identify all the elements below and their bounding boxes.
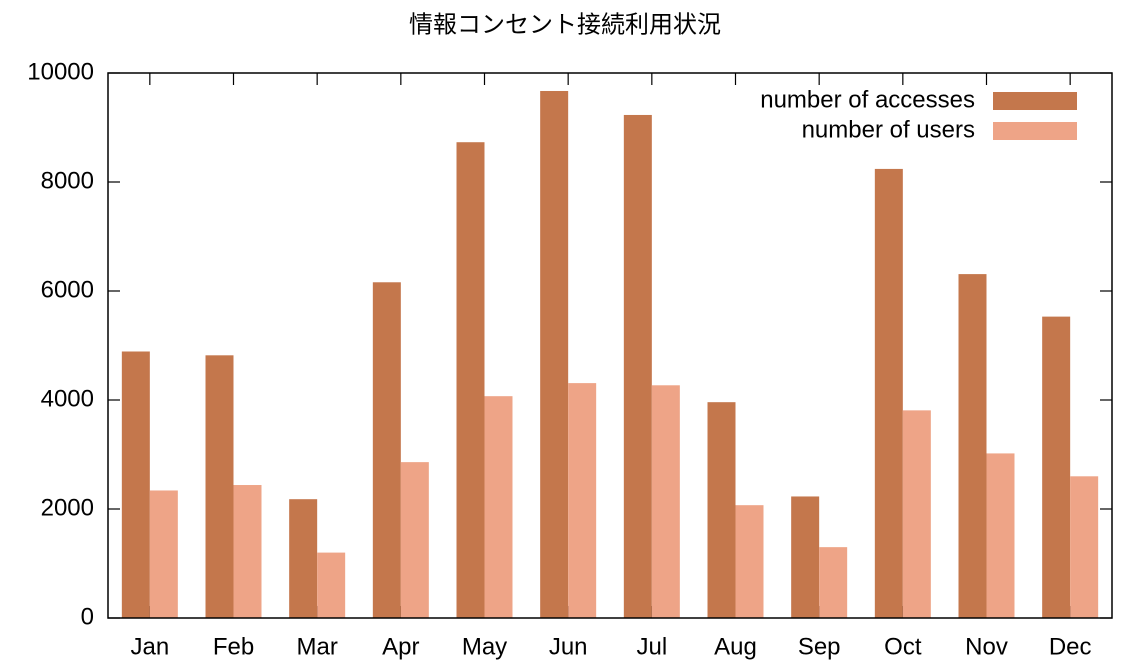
x-tick-label: Mar (296, 633, 337, 660)
bar (651, 385, 680, 618)
bar (1042, 316, 1071, 618)
bar (902, 410, 931, 618)
legend-label: number of accesses (760, 86, 975, 113)
x-tick-label: Jun (549, 633, 588, 660)
chart-title: 情報コンセント接続利用状況 (409, 11, 721, 38)
bar (735, 505, 764, 618)
bar (986, 453, 1015, 618)
x-tick-label: Oct (884, 633, 922, 660)
bar (707, 402, 736, 618)
bar (623, 114, 652, 618)
legend-swatch (993, 92, 1077, 110)
x-tick-label: Jul (636, 633, 667, 660)
y-tick-label: 10000 (27, 58, 94, 85)
x-tick-label: May (462, 633, 507, 660)
legend-label: number of users (802, 116, 975, 143)
bar (958, 274, 987, 618)
y-tick-label: 6000 (41, 276, 94, 303)
legend-swatch (993, 122, 1077, 140)
bar (233, 485, 262, 618)
bar (317, 552, 346, 618)
bar (568, 383, 597, 618)
bar (205, 355, 234, 618)
y-tick-label: 8000 (41, 167, 94, 194)
x-tick-label: Feb (213, 633, 254, 660)
x-tick-label: Nov (965, 633, 1008, 660)
bar (874, 168, 903, 619)
x-tick-label: Aug (714, 633, 757, 660)
x-tick-label: Sep (798, 633, 841, 660)
bar (289, 499, 318, 618)
x-tick-label: Apr (382, 633, 419, 660)
x-tick-label: Dec (1049, 633, 1092, 660)
y-tick-label: 2000 (41, 494, 94, 521)
x-tick-label: Jan (130, 633, 169, 660)
bar (121, 351, 150, 618)
y-tick-label: 0 (81, 603, 94, 630)
bar (540, 90, 569, 619)
bar (484, 396, 513, 618)
bar (400, 462, 429, 618)
bar (819, 547, 848, 618)
y-tick-label: 4000 (41, 385, 94, 412)
bar (456, 142, 485, 618)
plot-frame (107, 72, 1113, 619)
bar (1070, 476, 1099, 618)
bar (149, 490, 178, 618)
bar (372, 282, 401, 618)
bar (791, 496, 820, 618)
